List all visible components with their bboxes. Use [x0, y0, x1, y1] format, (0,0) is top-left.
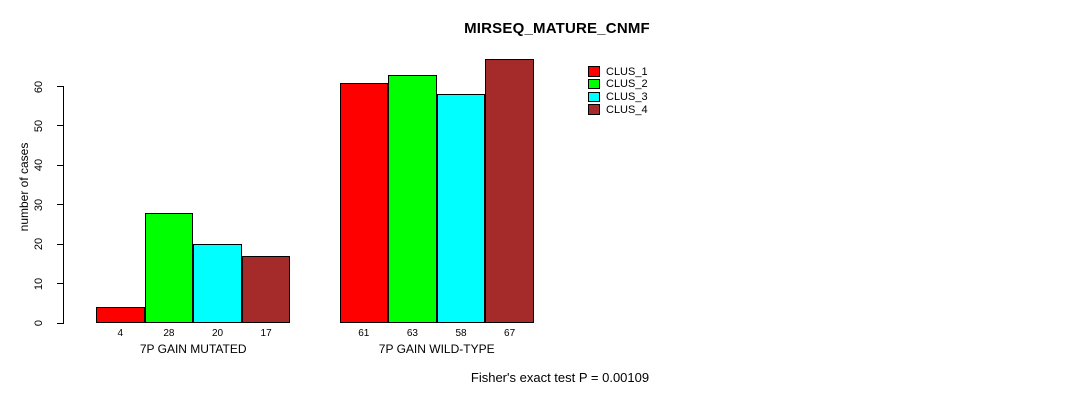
legend-swatch-icon: [588, 78, 600, 90]
y-axis-tick-label: 60: [33, 80, 45, 93]
chart-title: MIRSEQ_MATURE_CNMF: [464, 20, 650, 37]
bar-clus_1-group2: [339, 82, 389, 323]
y-axis-tick: [57, 322, 64, 324]
bar-value-label: 67: [504, 327, 516, 339]
legend-label: CLUS_4: [606, 103, 648, 116]
y-axis-tick: [57, 283, 64, 285]
bar-clus_4-group1: [241, 255, 291, 323]
category-label-group2: 7P GAIN WILD-TYPE: [378, 342, 495, 356]
y-axis-tick: [57, 243, 64, 245]
bar-value-label: 28: [163, 327, 175, 339]
legend-swatch-icon: [588, 66, 600, 77]
legend-swatch-icon: [588, 104, 600, 115]
legend-label: CLUS_2: [606, 78, 648, 91]
y-axis-tick: [57, 204, 64, 206]
bar-value-label: 20: [211, 327, 224, 339]
annotation-text: Fisher's exact test P = 0.00109: [470, 370, 650, 385]
legend-item-clus_3: CLUS_3: [588, 90, 648, 103]
y-axis-tick-label: 0: [33, 319, 45, 327]
y-axis-tick-label: 10: [33, 277, 45, 290]
bar-value-label: 4: [117, 327, 124, 339]
bar-clus_2-group2: [388, 74, 437, 323]
y-axis-tick: [57, 164, 64, 166]
legend-item-clus_4: CLUS_4: [588, 103, 648, 116]
bar-value-label: 58: [455, 327, 467, 339]
bar-clus_2-group1: [144, 212, 194, 323]
y-axis-tick-label: 20: [33, 238, 45, 251]
bar-clus_3-group1: [193, 244, 242, 323]
y-axis-tick-label: 30: [33, 198, 45, 211]
y-axis-tick-label: 40: [33, 159, 45, 172]
bar-clus_3-group2: [436, 94, 486, 323]
bar-value-label: 61: [358, 327, 370, 339]
y-axis-tick-label: 50: [33, 119, 45, 133]
y-axis-tick: [57, 86, 64, 87]
bar-clus_1-group1: [96, 307, 145, 323]
legend-label: CLUS_1: [606, 65, 648, 78]
bar-clus_4-group2: [485, 58, 534, 323]
bar-value-label: 63: [406, 327, 418, 339]
legend-item-clus_2: CLUS_2: [588, 78, 648, 91]
legend-swatch-icon: [588, 91, 600, 103]
bar-value-label: 17: [260, 327, 272, 339]
category-label-group1: 7P GAIN MUTATED: [139, 342, 247, 356]
legend-label: CLUS_3: [606, 90, 648, 103]
legend-item-clus_1: CLUS_1: [588, 65, 648, 78]
y-axis-tick: [57, 125, 64, 127]
y-axis-label: number of cases: [17, 142, 31, 232]
